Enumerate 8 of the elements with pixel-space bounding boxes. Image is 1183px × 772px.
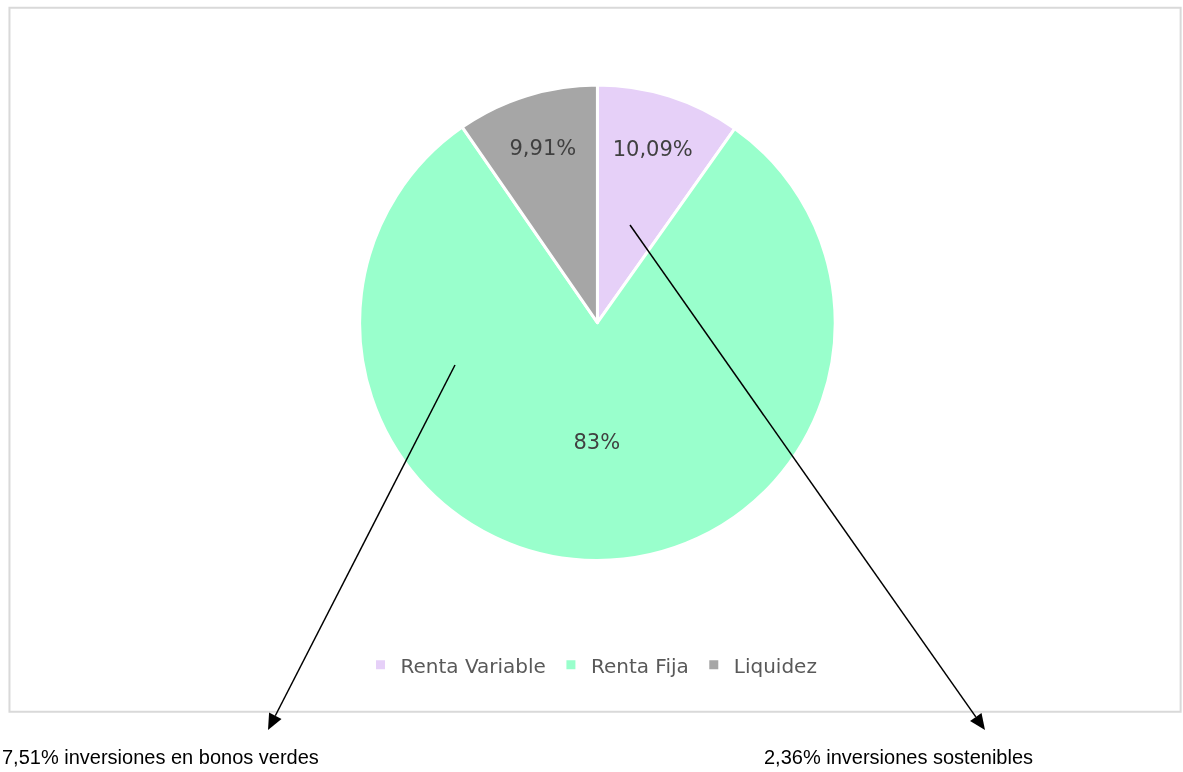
data-label: 9,91% [509,135,577,160]
data-label: 83% [573,429,621,454]
data-label: 10,09% [612,136,693,161]
text: 7,51% inversiones en bonos verdes [2,746,319,768]
legend-label: Liquidez [733,653,817,678]
legend-label: Renta Variable [400,653,546,678]
legend-label: Renta Fija [590,653,689,678]
text: 2,36% inversiones sostenibles [764,746,1034,768]
